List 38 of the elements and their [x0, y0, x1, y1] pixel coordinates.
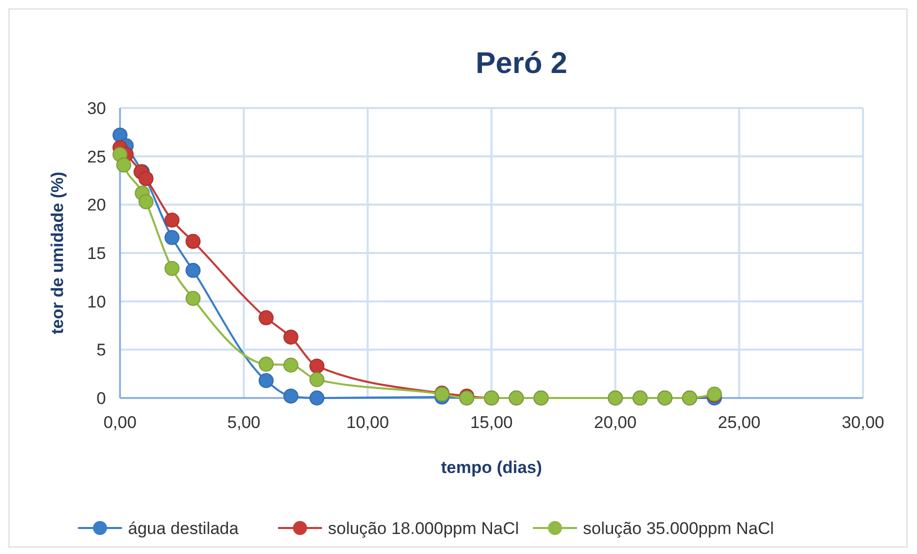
point: [138, 194, 154, 210]
point: [309, 358, 324, 374]
point: [283, 330, 298, 345]
x-tick-label: 20,00: [594, 413, 637, 432]
y-tick-label: 20: [87, 196, 106, 215]
point: [164, 230, 180, 246]
point: [164, 260, 180, 276]
point: [116, 158, 132, 173]
point: [164, 212, 180, 228]
point: [283, 388, 298, 404]
y-tick-label: 10: [87, 292, 106, 312]
x-tick-label: 10,00: [346, 413, 389, 432]
x-tick-label: 5,00: [227, 413, 260, 432]
x-tick-label: 30,00: [842, 413, 884, 432]
point: [186, 290, 201, 306]
y-tick-label: 15: [87, 244, 106, 263]
y-tick-label: 30: [87, 99, 106, 118]
legend-label: água destilada: [128, 519, 240, 538]
y-tick-label: 0: [96, 389, 106, 408]
x-tick-label: 25,00: [718, 413, 760, 432]
point: [258, 310, 274, 326]
x-tick-label: 15,00: [470, 413, 513, 432]
point: [138, 171, 154, 186]
y-tick-label: 5: [96, 340, 106, 360]
point: [283, 358, 298, 373]
point: [186, 262, 201, 278]
point: [258, 356, 274, 372]
x-axis-title: tempo (dias): [440, 458, 542, 477]
point: [309, 372, 324, 388]
legend-label: solução 18.000ppm NaCl: [328, 519, 519, 538]
point: [258, 373, 274, 388]
legend-label: solução 35.000ppm NaCl: [583, 519, 774, 538]
chart-title: Peró 2: [476, 47, 568, 80]
point: [309, 390, 324, 406]
y-tick-label: 25: [87, 147, 106, 166]
x-tick-label: 0,00: [103, 413, 137, 432]
y-axis-title: teor de umidade (%): [48, 172, 67, 334]
point: [186, 234, 201, 249]
